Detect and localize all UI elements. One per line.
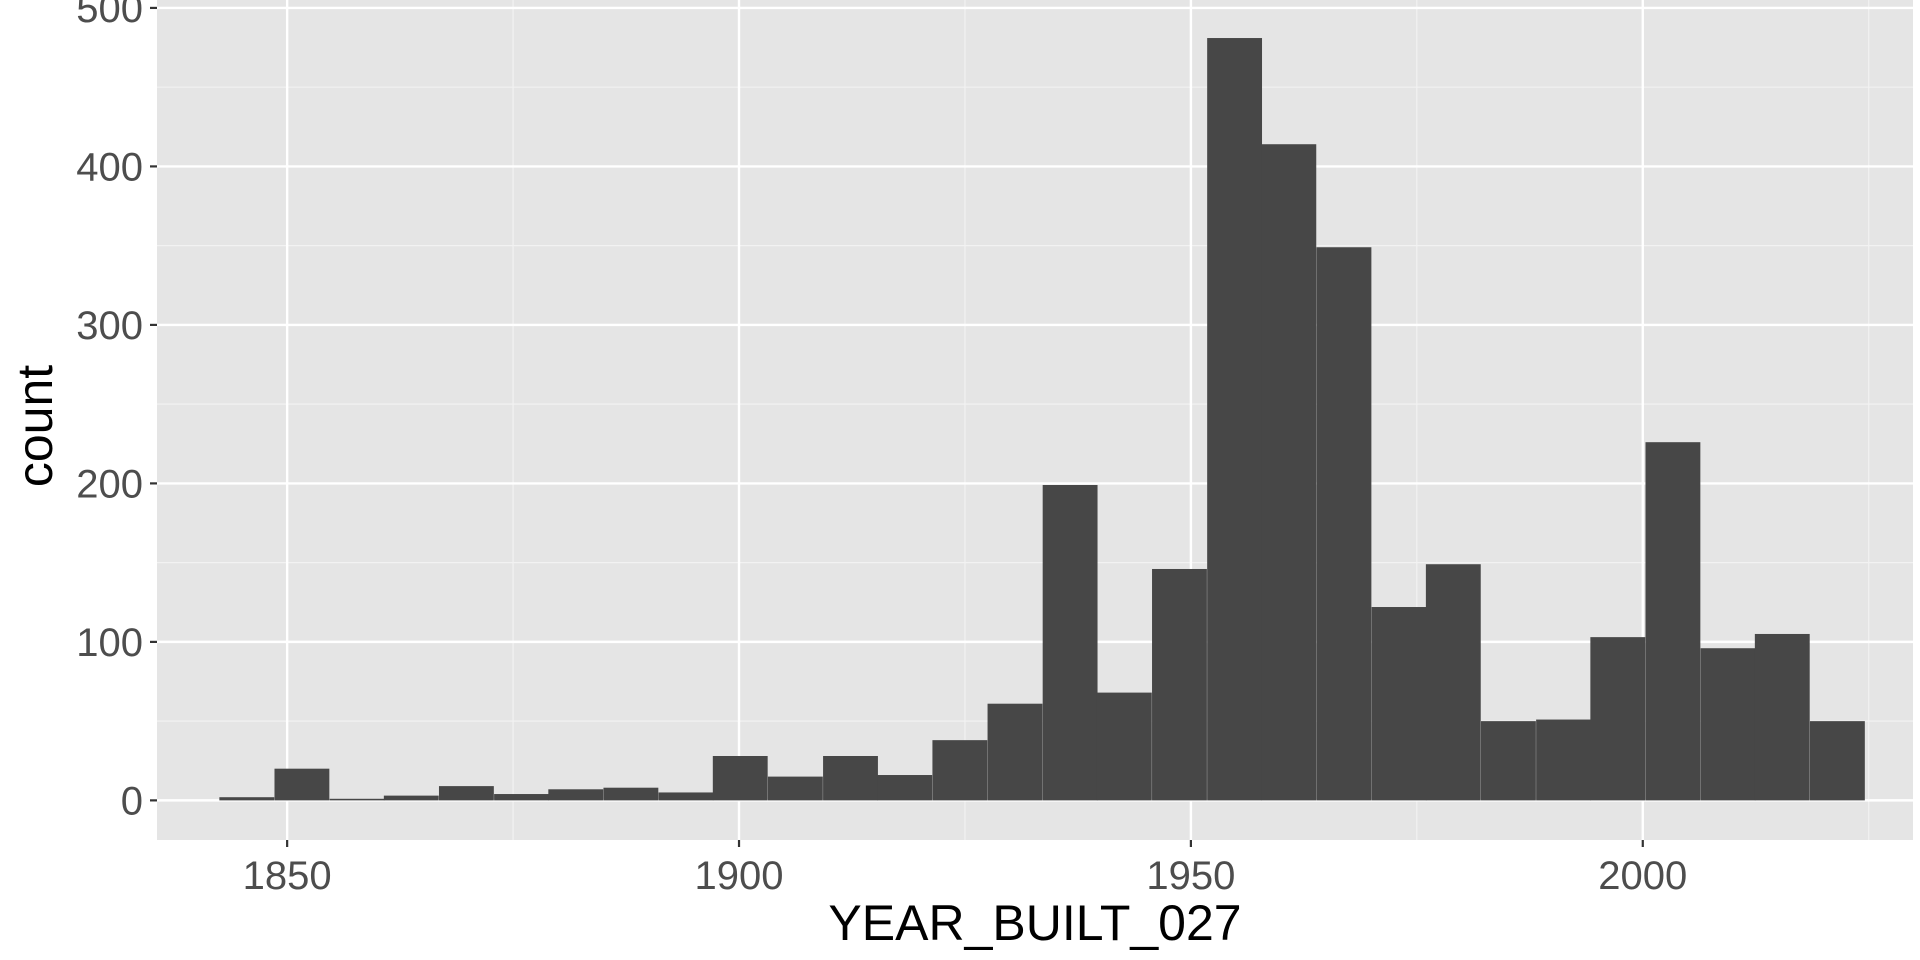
histogram-bar xyxy=(438,786,494,801)
y-tick-label: 400 xyxy=(76,145,143,189)
histogram-bar xyxy=(494,794,549,801)
y-tick-label: 300 xyxy=(76,304,143,348)
x-axis: 1850 1900 1950 2000 xyxy=(243,840,1687,898)
histogram-bar xyxy=(1700,648,1756,801)
minor-gridlines xyxy=(157,0,1913,840)
x-tick-label: 1900 xyxy=(695,854,784,898)
y-axis: 0 100 200 300 400 500 xyxy=(76,0,157,823)
histogram-bar xyxy=(548,789,604,801)
y-axis-title: count xyxy=(7,365,63,487)
histogram-bar xyxy=(1425,564,1481,801)
histogram-bar xyxy=(767,776,823,801)
y-tick-label: 0 xyxy=(121,779,143,823)
histogram-bar xyxy=(1316,247,1372,801)
histogram-bar xyxy=(823,756,878,801)
histogram-bars xyxy=(219,38,1865,801)
histogram-bar xyxy=(712,756,768,801)
histogram-bar xyxy=(383,795,439,801)
histogram-bar xyxy=(1261,144,1317,801)
y-tick-label: 100 xyxy=(76,621,143,665)
histogram-bar xyxy=(1042,484,1098,801)
histogram-bar xyxy=(1754,633,1810,801)
histogram-bar xyxy=(987,703,1043,801)
histogram-bar xyxy=(1096,692,1152,801)
histogram-bar xyxy=(658,792,714,801)
x-tick-label: 1950 xyxy=(1146,854,1235,898)
histogram-bar xyxy=(274,768,330,801)
x-tick-label: 2000 xyxy=(1598,854,1687,898)
x-tick-label: 1850 xyxy=(243,854,332,898)
histogram-bar xyxy=(932,740,988,801)
histogram-bar xyxy=(1809,721,1865,801)
histogram-bar xyxy=(219,797,275,801)
y-tick-label: 500 xyxy=(76,0,143,31)
histogram-bar xyxy=(603,787,659,801)
histogram-bar xyxy=(1207,38,1263,801)
histogram-bar xyxy=(329,798,385,801)
histogram-bar xyxy=(1645,442,1701,801)
y-tick-label: 200 xyxy=(76,462,143,506)
histogram-bar xyxy=(1590,637,1646,801)
histogram-bar xyxy=(1536,719,1591,801)
histogram-bar xyxy=(877,775,933,801)
histogram-bar xyxy=(1371,607,1427,801)
x-axis-title: YEAR_BUILT_027 xyxy=(828,895,1241,951)
histogram-bar xyxy=(1152,568,1207,801)
histogram-bar xyxy=(1481,721,1536,801)
